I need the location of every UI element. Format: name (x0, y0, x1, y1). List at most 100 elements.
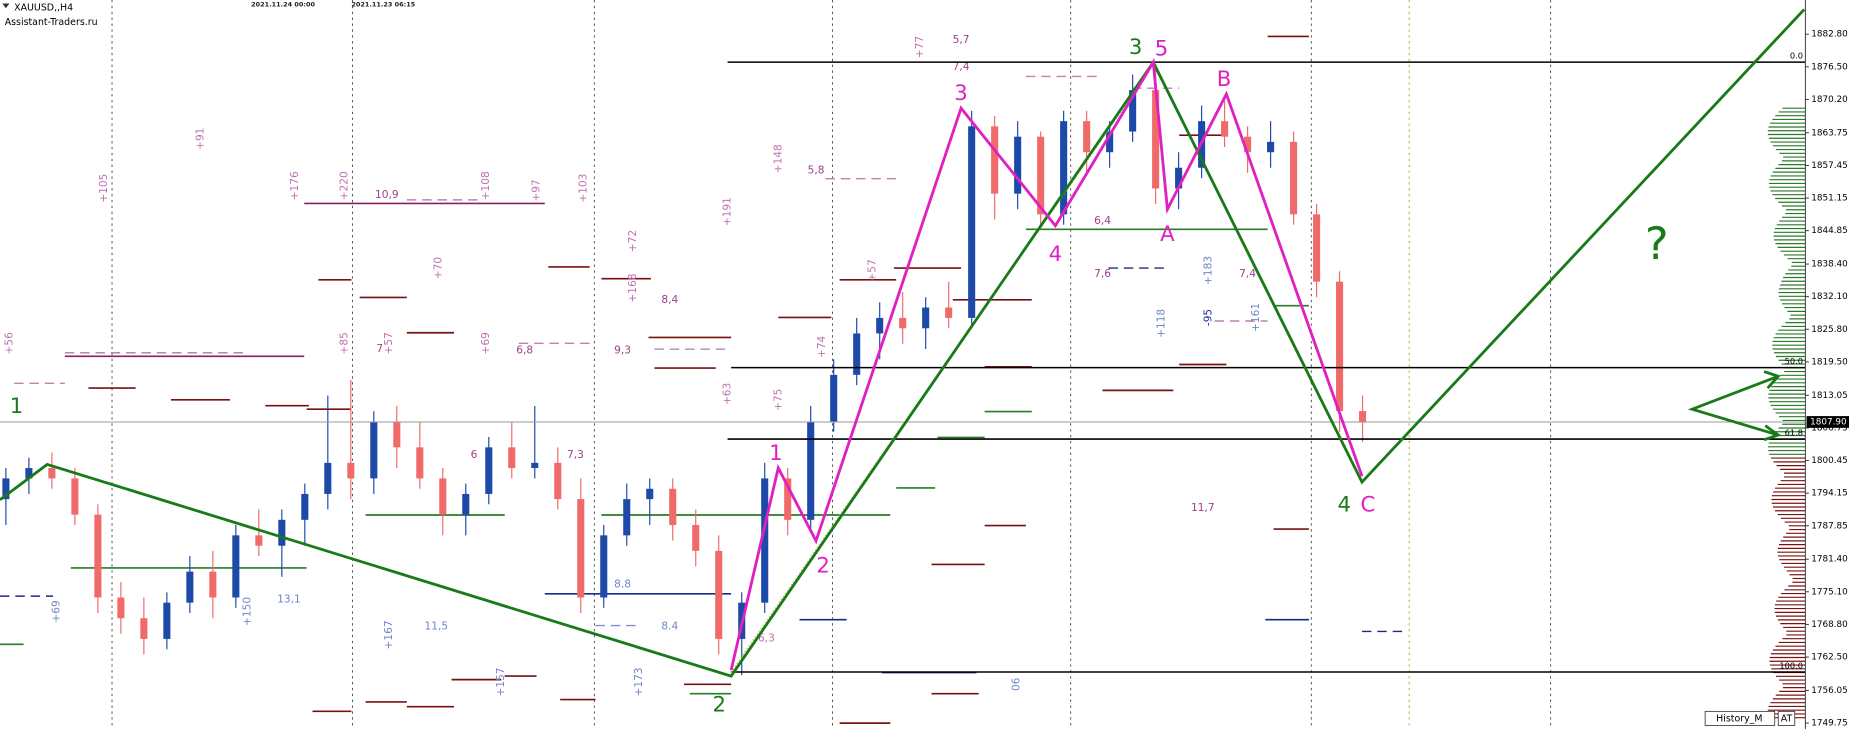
candle-body (25, 468, 33, 479)
indicator-label: 13,1 (277, 594, 301, 606)
candle-body (968, 126, 976, 318)
indicator-label: +69 (480, 332, 492, 354)
watermark: Assistant-Traders.ru (5, 17, 98, 28)
y-tick-label: 1768.80 (1811, 620, 1848, 630)
candles (2, 64, 1367, 676)
y-tick-label: 1825.80 (1811, 325, 1848, 335)
candle-body (508, 447, 516, 469)
fib-levels: 0.0 50.0 61.8 100.0 (0, 51, 1806, 673)
indicator-label: +57 (383, 332, 395, 354)
wave-label: 1 (769, 440, 783, 465)
history-button-label[interactable]: History_M (1716, 714, 1762, 725)
indicator-label: +108 (480, 171, 492, 200)
wave-label: 2 (713, 692, 727, 717)
candle-body (301, 493, 309, 520)
y-tick-label: 1813.05 (1811, 391, 1848, 401)
candle-body (899, 317, 907, 329)
candle-body (1037, 136, 1045, 215)
wave-label: 5 (1155, 35, 1169, 60)
indicator-label: +74 (816, 335, 828, 358)
indicator-label: +191 (722, 197, 734, 226)
y-tick-label: 1819.50 (1811, 357, 1848, 367)
indicator-label: +150 (242, 597, 254, 626)
symbol: XAUUSD,,H4 (14, 3, 73, 14)
y-tick-label: 1775.10 (1811, 587, 1848, 597)
candle-body (255, 535, 263, 546)
candle-body (71, 478, 79, 515)
menu-arrow[interactable] (2, 3, 10, 9)
candle-body (669, 488, 677, 526)
history-button[interactable] (1704, 710, 1776, 726)
wave-label: A (1160, 221, 1175, 246)
candle-body (715, 550, 723, 639)
wave-label: C (1360, 492, 1375, 517)
date-label: 2021.11.23 06:15 (351, 1, 415, 9)
indicator-label: 6,4 (1094, 215, 1111, 227)
indicator-label: +167 (383, 620, 395, 649)
wave-label: 4 (1338, 492, 1352, 517)
candle-body (117, 597, 125, 619)
candle-body (485, 447, 493, 494)
indicator-labels: +105 +91 +176 +220 +108 +97 +103 +148 +191 +72 +16… (3, 34, 1261, 696)
forecast-arrows (1687, 374, 1779, 437)
indicator-label: 5,7 (953, 34, 970, 46)
at-button[interactable] (1777, 710, 1796, 726)
indicator-label: +56 (3, 332, 15, 355)
y-tick-label: 1870.20 (1811, 95, 1848, 105)
y-tick-label: 1844.85 (1811, 226, 1848, 236)
candle-body (140, 618, 148, 639)
indicator-label: +91 (194, 128, 206, 150)
green-wave (0, 8, 1806, 678)
indicator-label: +220 (338, 171, 350, 200)
levels (0, 35, 1404, 724)
candle-body (370, 421, 378, 479)
at-button-label[interactable]: AT (1781, 714, 1793, 725)
candle-body (945, 307, 953, 318)
indicator-label: 5,8 (808, 165, 825, 177)
candle-body (623, 499, 631, 536)
indicator-label: -95 (1203, 309, 1215, 326)
candle-body (807, 421, 815, 520)
candle-body (439, 478, 447, 515)
indicator-label: +161 (1250, 303, 1262, 332)
candle-body (1060, 121, 1068, 215)
candle-body (186, 571, 194, 603)
indicator-label: 8,4 (661, 294, 678, 306)
price-scale (1805, 0, 1849, 729)
indicator-label: +75 (772, 389, 784, 411)
arrow-head (1763, 370, 1781, 389)
candle-body (163, 602, 171, 639)
candle-body (1359, 411, 1367, 422)
y-tick-label: 1800.45 (1811, 456, 1848, 466)
indicator-label: +168 (627, 274, 639, 303)
indicator-label: +118 (1156, 309, 1168, 338)
indicator-label: 7,4 (953, 61, 970, 73)
indicator-label: +72 (627, 230, 639, 252)
candle-body (554, 462, 562, 500)
candle-body (462, 493, 470, 515)
y-tick-label: 1838.40 (1811, 260, 1848, 270)
indicator-label: 7,4 (1239, 268, 1256, 280)
wave-labels: 1 2 3 4? 1 2 3 4 5 A B C (10, 34, 1669, 716)
indicator-label: 6 (471, 449, 478, 461)
wave-label: 1 (10, 393, 24, 418)
indicator-label: +70 (433, 257, 445, 280)
fib-label: 100.0 (1779, 661, 1803, 671)
candle-body (416, 447, 424, 479)
indicator-label: +183 (1203, 256, 1215, 285)
indicator-label: +77 (914, 36, 926, 58)
current-price-box (1806, 416, 1849, 428)
indicator-label: 10,9 (375, 189, 399, 201)
candle-body (991, 126, 999, 194)
candle-body (48, 468, 56, 479)
y-tick-label: 1781.40 (1811, 555, 1848, 565)
candle-body (1267, 141, 1275, 153)
candle-body (830, 374, 838, 422)
candle-body (278, 519, 286, 546)
indicator-label: 7,3 (567, 449, 584, 461)
indicator-label: 7 (376, 343, 383, 355)
candle-body (784, 478, 792, 520)
magenta-wave (729, 57, 1364, 671)
wave-label: 3 (954, 80, 968, 105)
wave-label: ? (1645, 217, 1669, 270)
